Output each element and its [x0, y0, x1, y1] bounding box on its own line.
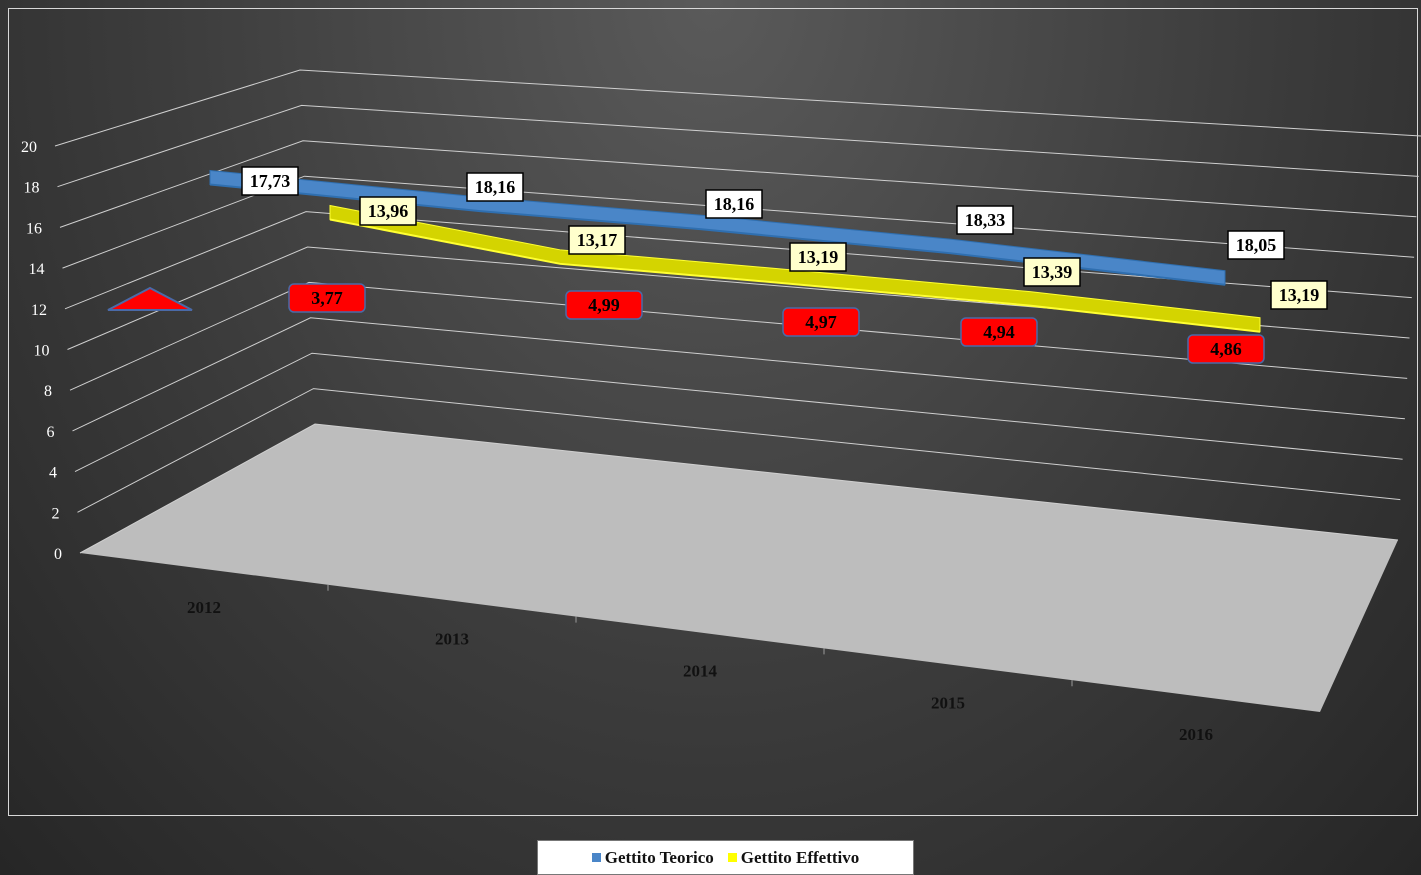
data-label-effettivo-box: [1270, 280, 1328, 310]
gridline: [67, 246, 1410, 350]
data-label-effettivo: 13,39: [1032, 262, 1073, 282]
data-label-effettivo-box: [568, 225, 626, 255]
data-label-effettivo: 13,19: [798, 247, 839, 267]
data-label-teorico-box: [956, 205, 1014, 235]
data-label-gap-box: [288, 283, 366, 313]
gridline: [77, 388, 1401, 513]
legend-swatch-teorico: [591, 853, 601, 862]
gridline: [62, 175, 1415, 269]
gridline: [57, 104, 1419, 188]
data-label-gap: 4,94: [983, 322, 1015, 342]
data-label-gap-box: [565, 290, 643, 320]
data-label-effettivo: 13,96: [368, 201, 409, 221]
chart-floor: [80, 424, 1398, 712]
y-tick-label: 8: [44, 383, 52, 400]
data-label-effettivo-box: [789, 242, 847, 272]
data-label-gap-box: [1187, 334, 1265, 364]
data-label-teorico-box: [705, 189, 763, 219]
data-label-effettivo-box: [1023, 257, 1081, 287]
data-label-effettivo: 13,19: [1279, 285, 1320, 305]
gap-marker-triangle: [107, 286, 193, 311]
data-label-gap: 4,97: [805, 312, 837, 332]
x-category-label: 2016: [1179, 725, 1213, 744]
y-tick-label: 16: [26, 220, 42, 237]
legend-label-effettivo: Gettito Effettivo: [740, 847, 860, 867]
data-label-gap-box: [782, 307, 860, 337]
gridline: [79, 423, 1399, 554]
data-label-teorico: 18,16: [475, 177, 516, 197]
data-label-effettivo: 13,17: [577, 230, 618, 250]
gridline: [69, 281, 1408, 391]
data-label-teorico: 18,16: [714, 194, 755, 214]
x-category-label: 2014: [683, 662, 718, 681]
data-label-gap-box: [960, 317, 1038, 347]
data-label-gap: 3,77: [311, 288, 343, 308]
y-tick-label: 6: [47, 424, 55, 441]
legend-item-effettivo: Gettito Effettivo: [727, 847, 860, 868]
data-label-gap: 4,99: [588, 295, 620, 315]
data-label-teorico: 18,05: [1236, 235, 1277, 255]
y-tick-label: 0: [54, 546, 62, 563]
series-ribbon-effettivo-edge: [329, 218, 1261, 333]
data-label-teorico-box: [241, 166, 299, 196]
legend-label-teorico: Gettito Teorico: [604, 847, 714, 867]
data-label-teorico-box: [1227, 230, 1285, 260]
y-tick-label: 18: [24, 180, 40, 197]
y-tick-label: 20: [21, 139, 37, 156]
data-label-teorico-box: [466, 172, 524, 202]
x-category-label: 2015: [931, 693, 965, 712]
data-label-effettivo-box: [359, 196, 417, 226]
legend-item-teorico: Gettito Teorico: [591, 847, 714, 868]
gridline: [59, 140, 1417, 228]
y-tick-label: 10: [34, 343, 50, 360]
legend: Gettito Teorico Gettito Effettivo: [537, 840, 914, 875]
y-tick-label: 14: [29, 261, 45, 278]
chart-frame: [8, 8, 1418, 816]
gridline: [74, 352, 1403, 473]
y-tick-label: 12: [31, 302, 47, 319]
data-label-gap: 4,86: [1210, 339, 1242, 359]
legend-swatch-effettivo: [727, 853, 737, 862]
data-label-teorico: 17,73: [250, 171, 291, 191]
gridline: [54, 69, 1421, 147]
x-category-label: 2013: [435, 630, 469, 649]
x-category-label: 2012: [187, 598, 221, 617]
gridline: [72, 317, 1405, 432]
y-tick-label: 2: [52, 505, 60, 522]
y-tick-label: 4: [49, 465, 57, 482]
data-label-teorico: 18,33: [965, 210, 1006, 230]
